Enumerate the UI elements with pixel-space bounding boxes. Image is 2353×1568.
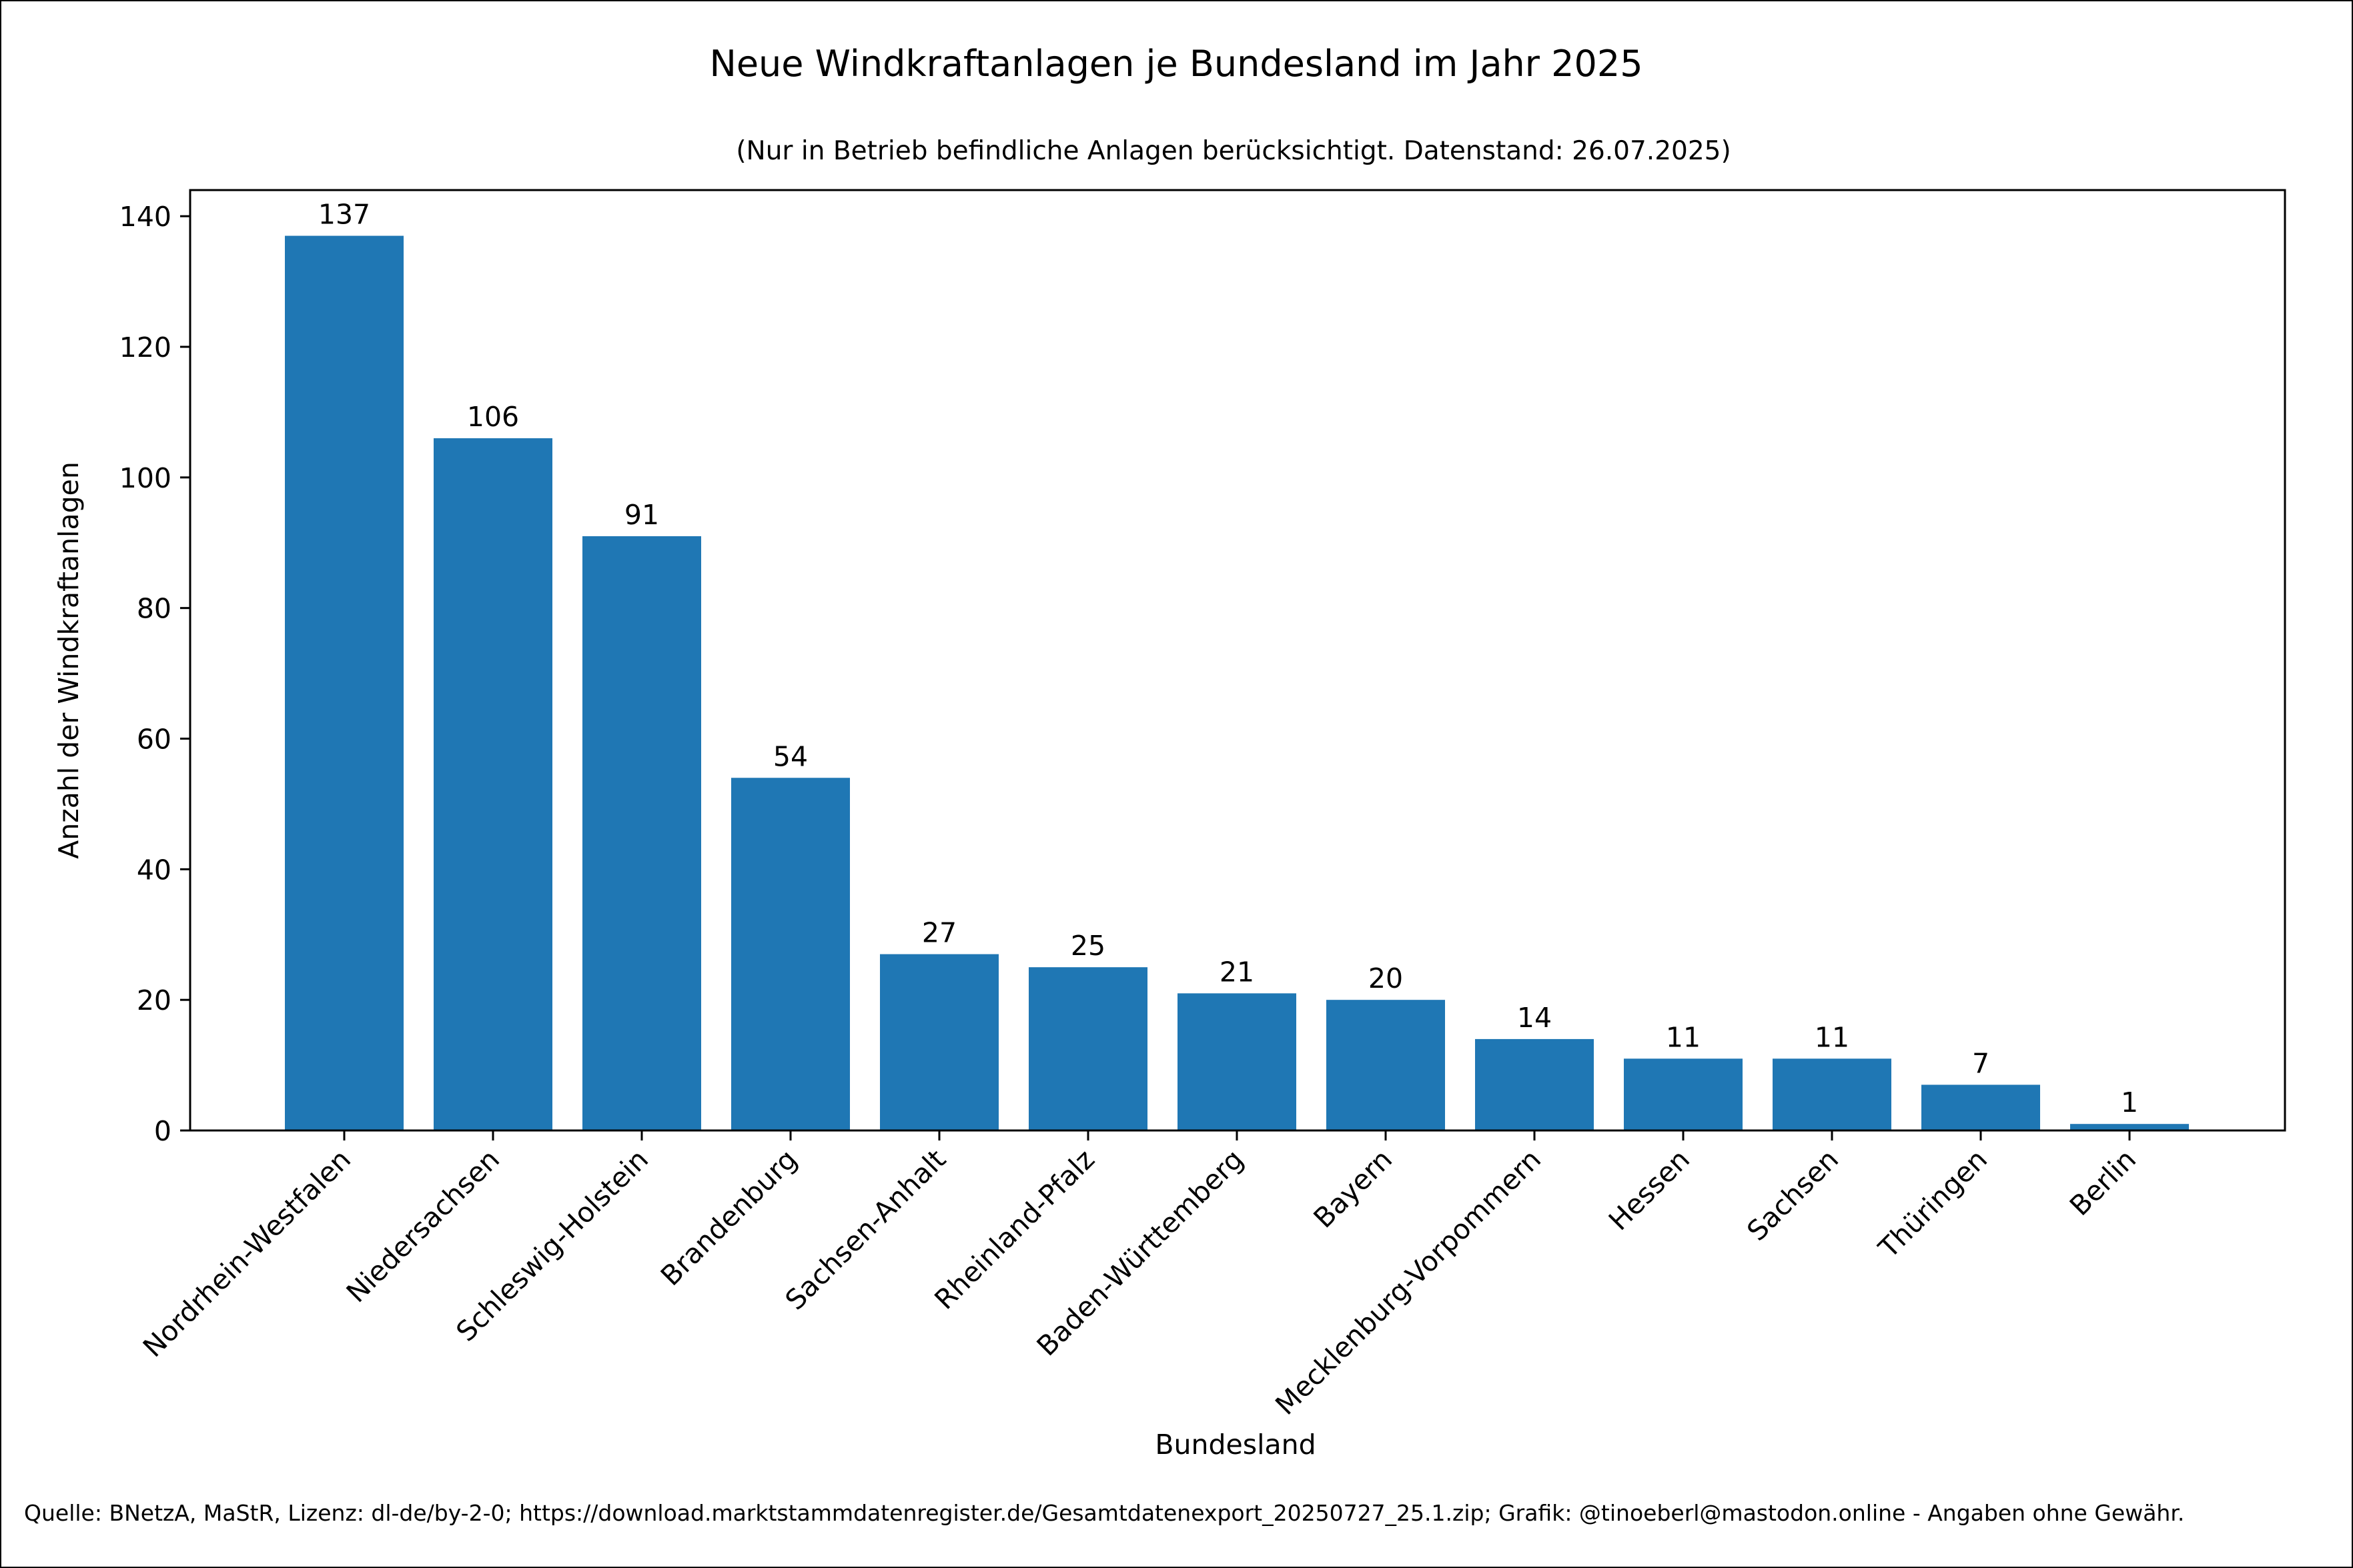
data-label-schleswig-holstein: 91 (624, 499, 659, 531)
bar-berlin (2070, 1124, 2189, 1130)
bar-schleswig-holstein (582, 536, 701, 1130)
x-tick-label-brandenburg: Brandenburg (654, 1143, 803, 1292)
y-tick-label: 0 (154, 1115, 171, 1147)
y-tick-label: 100 (119, 462, 171, 494)
y-axis-title: Anzahl der Windkraftanlagen (53, 462, 85, 859)
bar-baden-württemberg (1178, 993, 1296, 1130)
x-tick-label-bayern: Bayern (1308, 1143, 1398, 1234)
x-tick-label-sachsen-anhalt: Sachsen-Anhalt (779, 1143, 952, 1316)
data-label-baden-württemberg: 21 (1220, 956, 1254, 988)
bar-nordrhein-westfalen (285, 235, 404, 1131)
bar-niedersachsen (434, 438, 552, 1131)
bar-rheinland-pfalz (1029, 967, 1147, 1130)
x-tick-label-nordrhein-westfalen: Nordrhein-Westfalen (137, 1143, 357, 1363)
plot-area-frame (189, 189, 2286, 1132)
x-axis: Nordrhein-WestfalenNiedersachsenSchleswi… (137, 1130, 2142, 1421)
x-tick-label-sachsen: Sachsen (1741, 1143, 1845, 1247)
bar-bayern (1326, 1000, 1445, 1130)
data-label-thüringen: 7 (1972, 1047, 1989, 1079)
data-label-sachsen: 11 (1815, 1021, 1849, 1053)
y-tick-label: 120 (119, 331, 171, 363)
bar-sachsen-anhalt (880, 954, 999, 1130)
x-tick-label-thüringen: Thüringen (1872, 1143, 1993, 1265)
y-axis: 0 20 40 60 80 100 120 140 (119, 201, 190, 1147)
data-label-brandenburg: 54 (773, 740, 808, 772)
y-tick-label: 60 (137, 724, 171, 756)
y-tick-label: 80 (137, 593, 171, 625)
bar-mecklenburg-vorpommern (1475, 1038, 1594, 1130)
data-label-rheinland-pfalz: 25 (1071, 930, 1105, 962)
y-tick-label: 20 (137, 984, 171, 1016)
data-label-niedersachsen: 106 (467, 401, 519, 433)
chart-subtitle: (Nur in Betrieb befindliche Anlagen berü… (736, 136, 1731, 166)
data-label-nordrhein-westfalen: 137 (318, 199, 370, 231)
data-label-hessen: 11 (1666, 1021, 1701, 1053)
x-tick-label-niedersachsen: Niedersachsen (340, 1143, 506, 1309)
chart-title: Neue Windkraftanlagen je Bundesland im J… (709, 43, 1642, 85)
x-axis-title: Bundesland (1155, 1429, 1316, 1461)
x-tick-label-berlin: Berlin (2063, 1143, 2142, 1222)
source-note: Quelle: BNetzA, MaStR, Lizenz: dl-de/by-… (24, 1500, 2184, 1526)
y-tick-label: 140 (119, 201, 171, 233)
bar-brandenburg (731, 778, 850, 1130)
data-label-mecklenburg-vorpommern: 14 (1517, 1002, 1552, 1034)
x-tick-label-hessen: Hessen (1602, 1143, 1696, 1237)
data-label-bayern: 20 (1368, 962, 1403, 994)
bars-group (285, 235, 2189, 1131)
bar-thüringen (1921, 1084, 2040, 1130)
x-tick-label-rheinland-pfalz: Rheinland-Pfalz (929, 1143, 1101, 1316)
data-label-sachsen-anhalt: 27 (922, 917, 957, 949)
data-label-berlin: 1 (2121, 1086, 2138, 1118)
bar-hessen (1624, 1058, 1743, 1130)
data-labels-group: 137 106 91 54 27 25 21 20 14 11 11 7 1 (318, 199, 2138, 1119)
bar-sachsen (1773, 1058, 1891, 1130)
x-tick-label-mecklenburg-vorpommern: Mecklenburg-Vorpommern (1269, 1143, 1547, 1421)
y-tick-label: 40 (137, 854, 171, 886)
